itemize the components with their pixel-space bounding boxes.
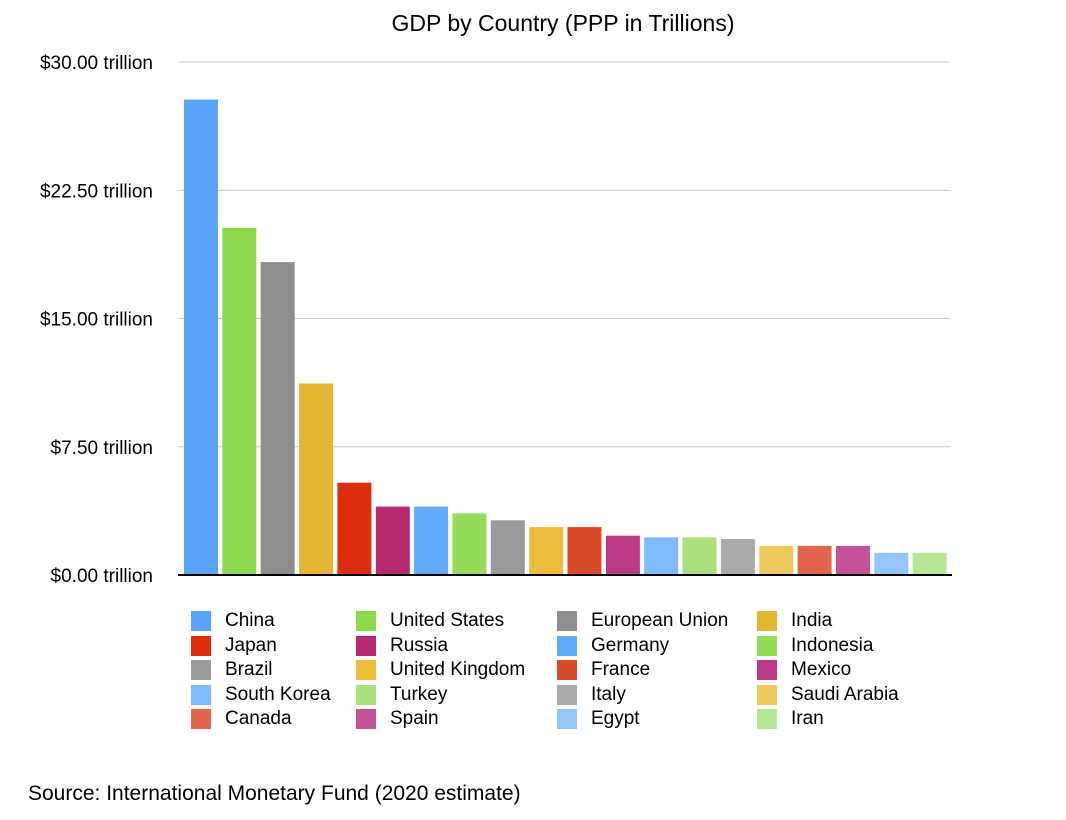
bar-india xyxy=(299,383,334,575)
legend-swatch xyxy=(356,611,376,631)
legend-item-mexico: Mexico xyxy=(757,659,851,681)
bars xyxy=(184,99,947,575)
legend-item-saudi-arabia: Saudi Arabia xyxy=(757,684,899,706)
legend-swatch xyxy=(356,635,376,656)
legend-label: Indonesia xyxy=(791,634,874,656)
legend-label: Iran xyxy=(791,708,824,729)
legend-item-egypt: Egypt xyxy=(557,708,640,730)
y-tick-label: $7.50 trillion xyxy=(51,438,153,459)
legend-label: Canada xyxy=(225,708,292,729)
legend-item-japan: Japan xyxy=(191,635,277,657)
y-axis-tick-labels: $0.00 trillion $7.50 trillion $15.00 trill… xyxy=(40,53,153,587)
legend-item-germany: Germany xyxy=(557,635,669,657)
legend-swatch xyxy=(557,660,577,680)
legend-item-india: India xyxy=(757,610,832,632)
bar-japan xyxy=(337,482,372,575)
legend-label: United States xyxy=(390,610,505,631)
legend-label: Brazil xyxy=(225,659,273,680)
bar-egypt xyxy=(874,552,909,575)
legend-label: European Union xyxy=(591,610,729,631)
bar-italy xyxy=(720,539,755,575)
legend-swatch xyxy=(191,611,211,631)
bar-south-korea xyxy=(644,537,679,575)
legend-label: China xyxy=(225,610,275,631)
legend-item-south-korea: South Korea xyxy=(191,684,331,706)
legend-swatch xyxy=(191,660,211,680)
legend-label: India xyxy=(791,610,833,631)
legend-swatch xyxy=(557,611,577,631)
legend-label: South Korea xyxy=(225,683,331,705)
legend-swatch xyxy=(356,709,376,729)
legend: China Japan Brazil South Korea Canada United … xyxy=(191,610,951,735)
legend-label: Italy xyxy=(591,683,626,705)
legend-label: United Kingdom xyxy=(390,659,526,680)
legend-item-france: France xyxy=(557,659,650,681)
legend-label: Germany xyxy=(591,634,670,656)
legend-item-united-states: United States xyxy=(356,610,504,632)
gdp-bar-chart: GDP by Country (PPP in Trillions) $0.00 … xyxy=(40,10,952,587)
legend-label: Russia xyxy=(390,634,449,656)
legend-swatch xyxy=(356,660,376,680)
legend-label: Spain xyxy=(390,708,439,729)
legend-item-turkey: Turkey xyxy=(356,684,447,706)
source-note: Source: International Monetary Fund (202… xyxy=(28,782,521,805)
y-tick-label: $15.00 trillion xyxy=(40,310,153,331)
legend-swatch xyxy=(557,635,577,656)
legend-label: Saudi Arabia xyxy=(791,683,899,705)
bar-china xyxy=(184,99,218,575)
legend-item-canada: Canada xyxy=(191,708,292,730)
legend-swatch xyxy=(757,660,777,680)
bar-united-kingdom xyxy=(529,527,564,575)
y-tick-label: $22.50 trillion xyxy=(40,181,153,202)
legend-swatch xyxy=(191,684,211,705)
bar-spain xyxy=(836,545,870,575)
legend-swatch xyxy=(557,684,577,705)
legend-swatch xyxy=(356,684,376,705)
legend-label: France xyxy=(591,659,651,680)
legend-swatch xyxy=(557,709,577,729)
legend-item-european-union: European Union xyxy=(557,610,728,632)
legend-swatch xyxy=(191,635,211,656)
legend-swatch xyxy=(757,635,777,656)
legend-swatch xyxy=(757,684,777,705)
legend-item-brazil: Brazil xyxy=(191,659,273,681)
legend-label: Egypt xyxy=(591,708,640,729)
bar-canada xyxy=(797,545,832,575)
bar-russia xyxy=(375,506,410,575)
legend-item-italy: Italy xyxy=(557,684,626,706)
legend-swatch xyxy=(757,611,777,631)
bar-indonesia xyxy=(452,513,487,575)
legend-label: Japan xyxy=(225,634,277,656)
legend-item-united-kingdom: United Kingdom xyxy=(356,659,525,681)
legend-item-china: China xyxy=(191,610,275,632)
legend-item-russia: Russia xyxy=(356,635,448,657)
bar-united-states xyxy=(222,227,257,575)
y-tick-label: $30.00 trillion xyxy=(40,53,153,74)
legend-swatch xyxy=(191,709,211,729)
chart-title: GDP by Country (PPP in Trillions) xyxy=(392,10,735,36)
bar-saudi-arabia xyxy=(759,545,794,575)
legend-item-iran: Iran xyxy=(757,708,824,730)
bar-france xyxy=(567,527,602,575)
legend-swatch xyxy=(757,709,777,729)
bar-mexico xyxy=(605,535,640,575)
bar-iran xyxy=(912,552,947,575)
bar-european-union xyxy=(260,262,295,575)
y-tick-label: $0.00 trillion xyxy=(51,566,153,587)
legend-item-spain: Spain xyxy=(356,708,439,730)
legend-item-indonesia: Indonesia xyxy=(757,635,873,657)
bar-germany xyxy=(414,506,449,575)
legend-label: Turkey xyxy=(390,683,448,705)
legend-label: Mexico xyxy=(791,659,852,680)
bar-brazil xyxy=(490,520,525,575)
bar-turkey xyxy=(682,537,717,575)
